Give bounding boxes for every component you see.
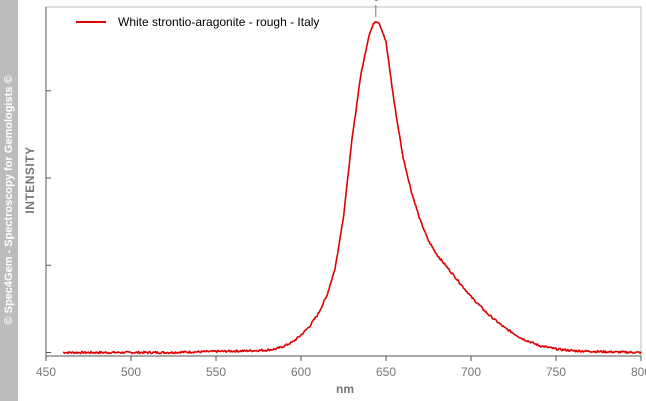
legend-label: White strontio-aragonite - rough - Italy bbox=[118, 15, 319, 29]
x-tick-label: 550 bbox=[206, 365, 226, 379]
x-tick-label: 800 bbox=[631, 365, 646, 379]
x-tick-label: 450 bbox=[36, 365, 56, 379]
copyright-sidebar: © Spec4Gem - Spectroscopy for Gemologist… bbox=[0, 0, 18, 401]
axes bbox=[45, 6, 642, 357]
x-tick-label: 600 bbox=[291, 365, 311, 379]
peak-label: 644 bbox=[371, 0, 383, 1]
x-tick-label: 700 bbox=[461, 365, 481, 379]
x-ticks: 450 500 550 600 650 700 750 800 bbox=[36, 356, 646, 379]
x-tick-label: 750 bbox=[546, 365, 566, 379]
x-tick-label: 650 bbox=[376, 365, 396, 379]
x-axis-label: nm bbox=[336, 382, 354, 396]
y-ticks bbox=[46, 90, 51, 354]
x-tick-label: 500 bbox=[121, 365, 141, 379]
spectrum-series-line bbox=[62, 21, 642, 355]
peak-annotations: 644 bbox=[371, 0, 383, 17]
legend: White strontio-aragonite - rough - Italy bbox=[76, 15, 319, 29]
